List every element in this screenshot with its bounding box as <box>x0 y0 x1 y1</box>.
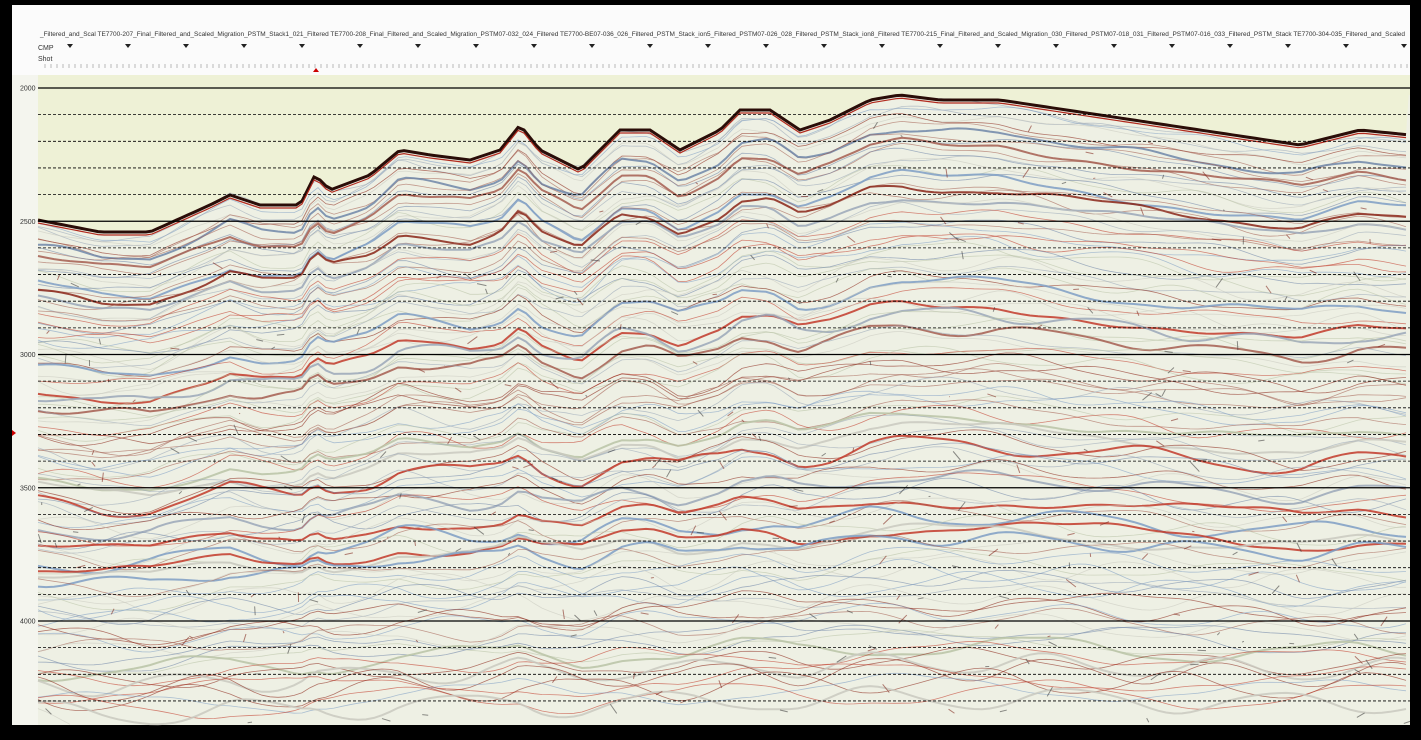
time-label: 4000 <box>20 619 36 626</box>
noise-streak <box>248 722 252 723</box>
noise-streak <box>73 532 78 533</box>
line-names: _Filtered_and_Scal TE7700-207_Final_Filt… <box>39 31 1405 38</box>
noise-streak <box>926 513 928 514</box>
time-label: 2000 <box>20 86 36 93</box>
noise-streak <box>651 578 654 579</box>
noise-streak <box>255 606 256 615</box>
noise-streak <box>697 532 704 533</box>
row-label: CMP <box>38 45 54 52</box>
noise-streak <box>422 715 428 716</box>
noise-streak <box>1224 210 1225 212</box>
row-label: Shot <box>38 56 52 63</box>
noise-streak <box>415 542 416 546</box>
noise-streak <box>559 482 562 483</box>
noise-streak <box>893 271 895 272</box>
time-label: 3500 <box>20 485 36 492</box>
noise-streak <box>1197 460 1207 461</box>
noise-streak <box>853 448 854 452</box>
time-label: 3000 <box>20 352 36 359</box>
noise-streak <box>1237 341 1238 350</box>
noise-streak <box>277 334 284 335</box>
time-label: 2500 <box>20 219 36 226</box>
seismic-section <box>38 75 1410 725</box>
